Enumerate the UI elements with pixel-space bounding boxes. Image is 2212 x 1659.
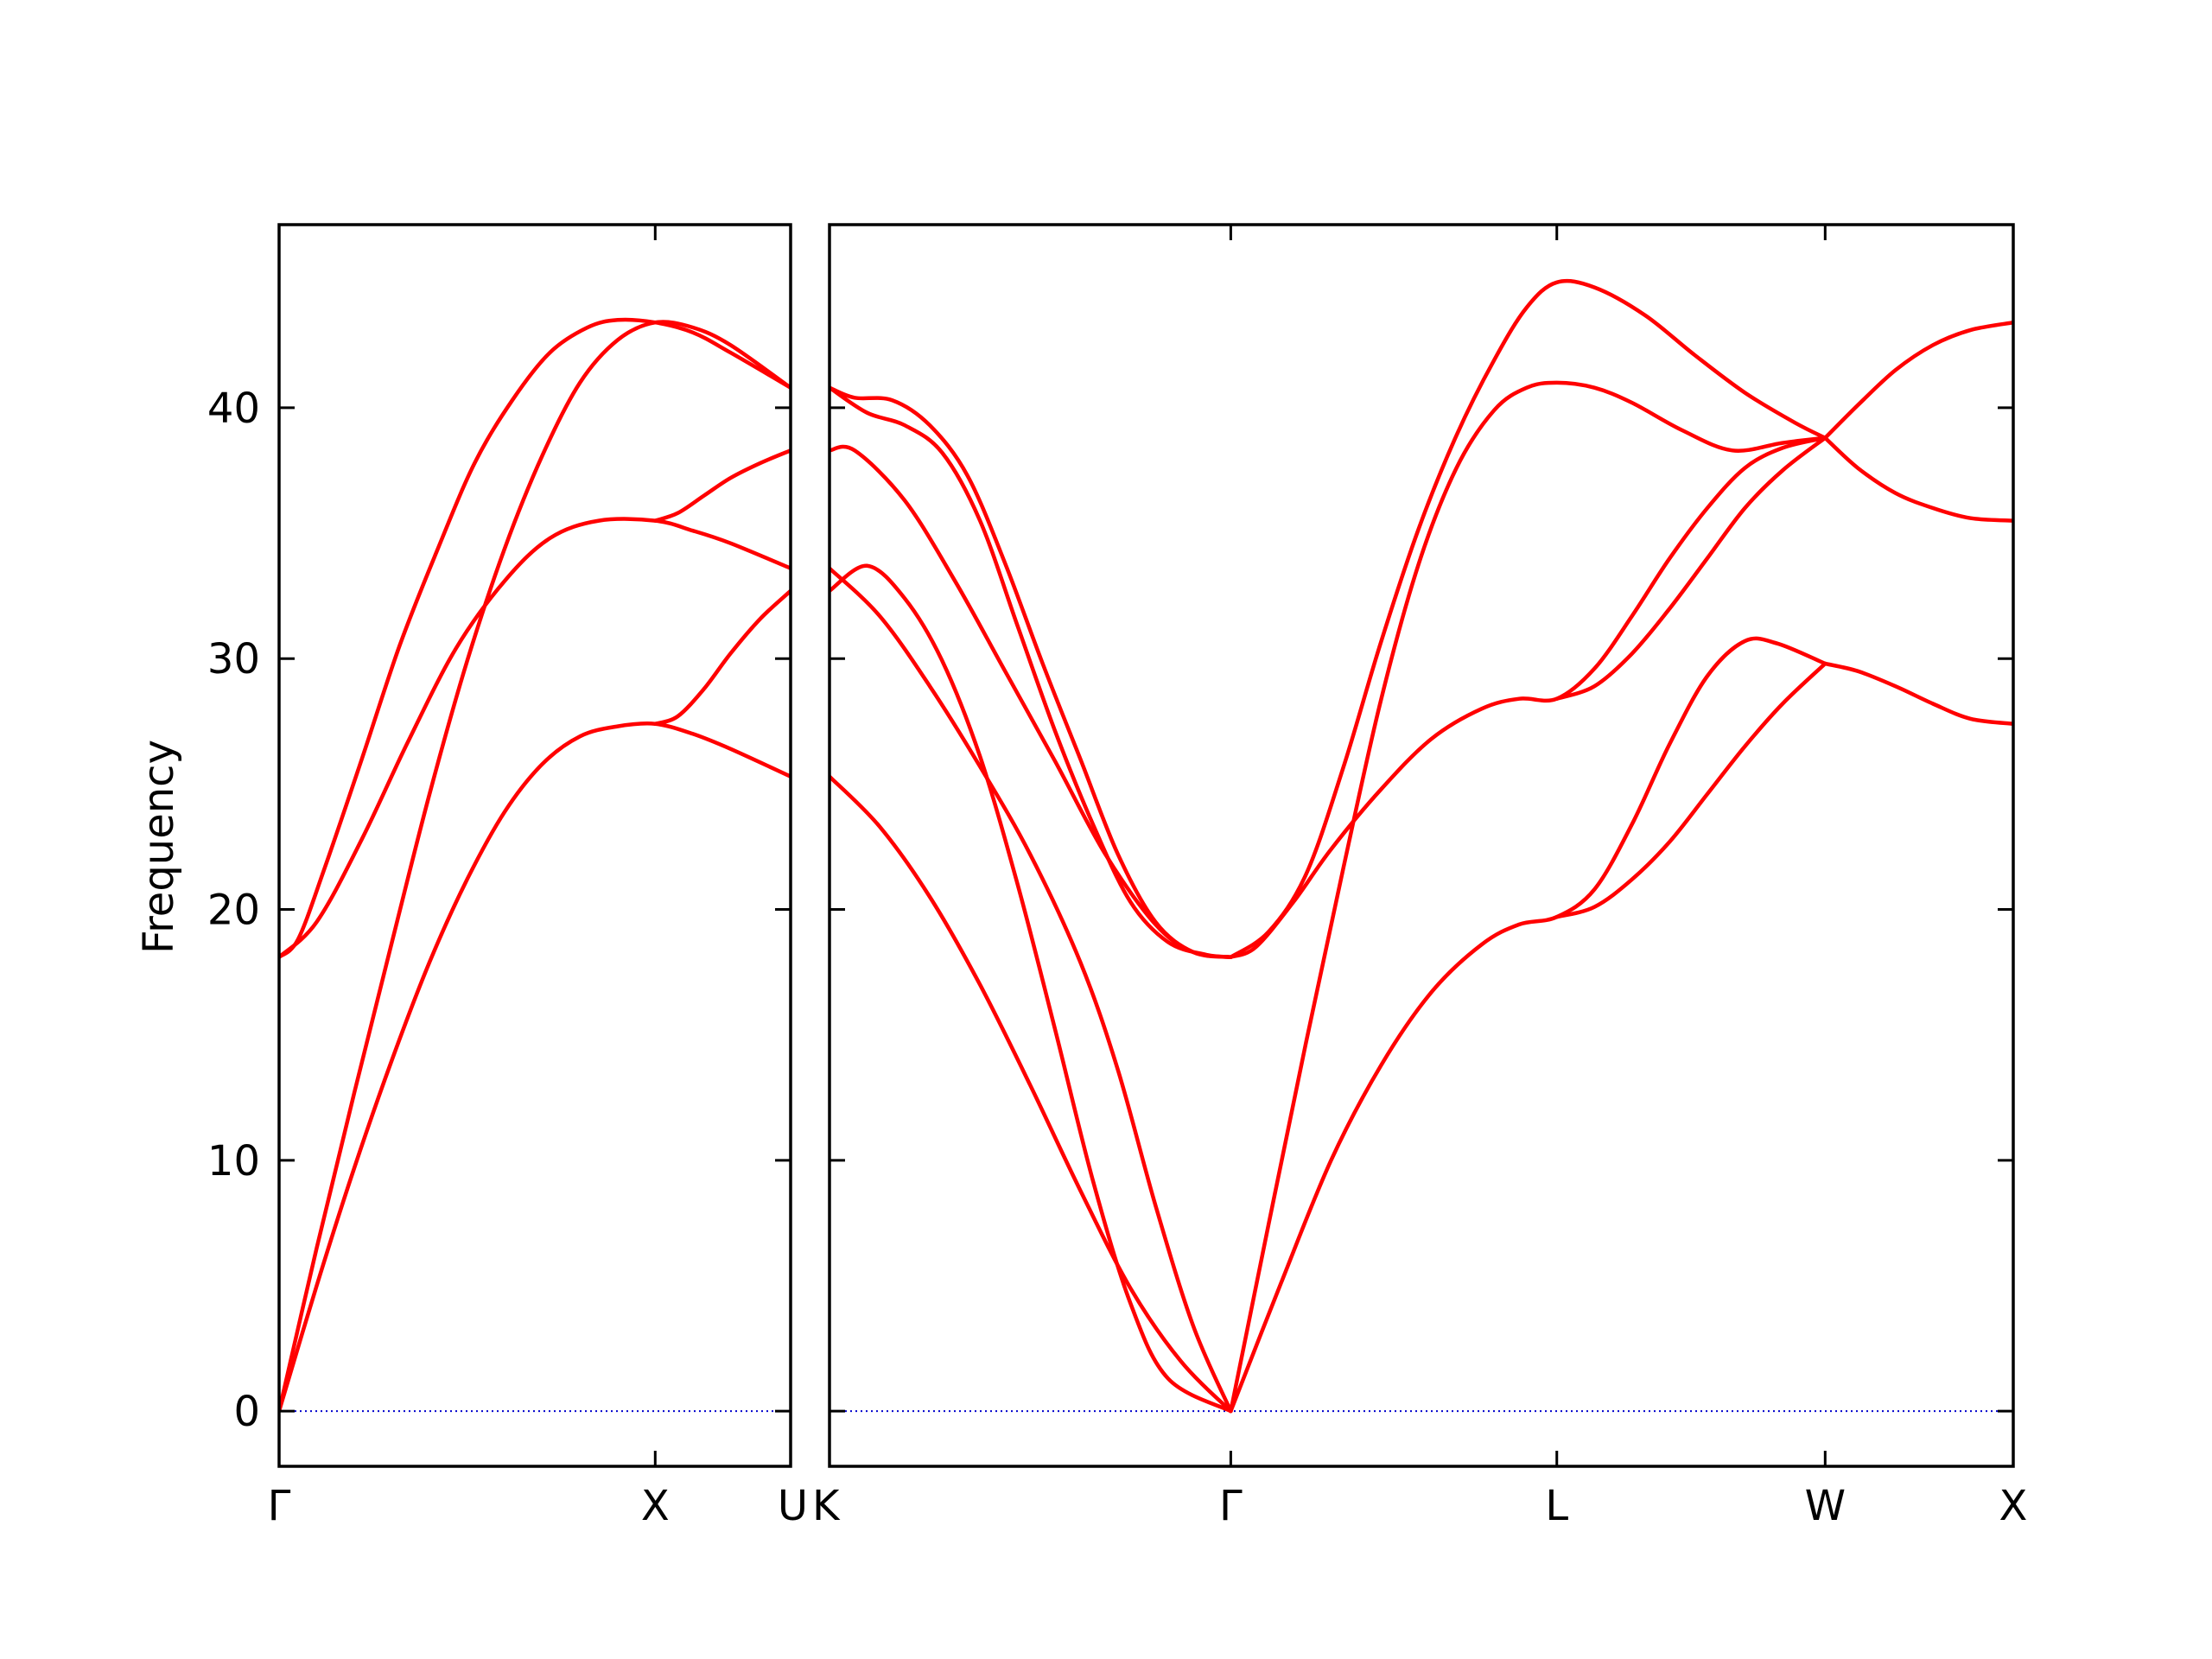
y-tick-label: 20 xyxy=(207,887,260,935)
y-tick-label: 30 xyxy=(207,635,260,683)
band-line-13 xyxy=(1823,320,2013,441)
x-tick-label: X xyxy=(641,1482,670,1530)
bands xyxy=(279,317,791,1414)
panel-frame xyxy=(277,223,792,1468)
y-axis-label: Frequency xyxy=(135,740,183,954)
band-line-11 xyxy=(1554,661,1827,919)
band-line-3 xyxy=(279,320,791,1414)
x-tick-label: U xyxy=(778,1482,808,1530)
x-tick-label: X xyxy=(1999,1482,2028,1530)
band-line-8 xyxy=(1229,278,1827,959)
band-line-5 xyxy=(830,566,1233,1414)
band-line-6 xyxy=(830,774,1233,1414)
band-line-2 xyxy=(830,385,1233,959)
x-tick-label: L xyxy=(1545,1482,1568,1530)
band-line-6 xyxy=(653,448,791,523)
x-tick-label: Γ xyxy=(268,1482,291,1530)
band-line-1 xyxy=(279,317,791,959)
band-line-12 xyxy=(1554,435,1827,701)
band-line-3 xyxy=(830,444,1233,959)
bands xyxy=(830,278,2013,1414)
band-line-15 xyxy=(1823,661,2013,726)
y-tick-label: 0 xyxy=(233,1388,260,1436)
band-line-2 xyxy=(279,517,791,959)
band-line-5 xyxy=(653,588,791,726)
y-tick-label: 40 xyxy=(207,385,260,433)
x-tick-label: Γ xyxy=(1219,1482,1243,1530)
panel-frame xyxy=(828,223,2015,1468)
band-line-4 xyxy=(830,563,1233,1414)
band-line-10 xyxy=(1229,636,1827,1414)
band-line-4 xyxy=(279,721,791,1414)
y-tick-label: 10 xyxy=(207,1137,260,1185)
band-line-9 xyxy=(1229,380,1827,1414)
band-line-14 xyxy=(1823,435,2013,523)
y-tick-labels: 0 10 20 30 40 xyxy=(207,385,260,1436)
x-tick-label: W xyxy=(1805,1482,1846,1530)
x-tick-label: K xyxy=(812,1482,841,1530)
band-line-1 xyxy=(830,385,1233,959)
band-line-7 xyxy=(1229,435,1827,959)
